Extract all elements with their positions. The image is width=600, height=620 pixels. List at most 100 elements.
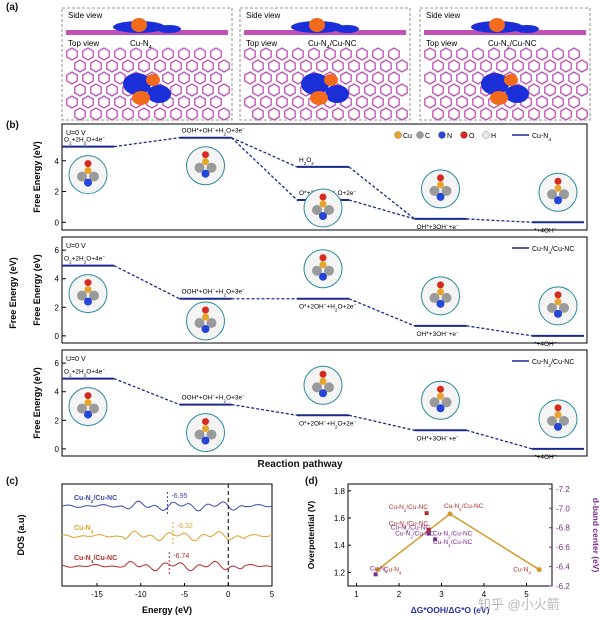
atom-c [547, 415, 557, 426]
lattice-hexagon [268, 59, 280, 73]
lattice-hexagon [380, 107, 392, 121]
lattice-hexagon [170, 59, 182, 73]
xtick-label: -15 [91, 590, 103, 599]
pathway-connector [348, 199, 415, 220]
lattice-hexagon [66, 95, 78, 109]
xtick-label: 0 [226, 590, 231, 599]
structure-frame [239, 7, 411, 121]
lattice-hexagon [106, 107, 118, 121]
lattice-hexagon [560, 83, 572, 97]
d-band-point-label: Cu-N4 [370, 565, 388, 574]
atom-n [436, 404, 445, 413]
pathway-connector [113, 264, 180, 300]
ytick-label: 0 [55, 445, 60, 454]
atom-cu [437, 181, 444, 189]
ytick-label: 4 [55, 388, 60, 397]
lattice-hexagon [316, 59, 328, 73]
volcano-point-label: Cu-N4 [513, 567, 531, 576]
lattice-hexagon [154, 107, 166, 121]
volcano-point [447, 511, 453, 517]
lattice-hexagon [210, 71, 222, 85]
atom-c [312, 382, 322, 393]
lattice-hexagon [98, 71, 110, 85]
atom-cu [319, 377, 327, 385]
xtick-label: -5 [181, 590, 189, 599]
lattice-hexagon [528, 59, 540, 73]
lattice-hexagon [252, 59, 264, 73]
atom-c [89, 290, 99, 301]
atom-n [554, 422, 562, 431]
lattice-hexagon [66, 71, 78, 85]
state-label: OH*+3OH−+e− [417, 222, 460, 231]
top-charge-lobe [505, 85, 529, 103]
d-band-center-value: -6.95 [171, 493, 187, 500]
volcano-point [536, 567, 542, 573]
atom-c [429, 292, 440, 303]
atom-o [554, 404, 562, 412]
d-band-point [424, 511, 429, 516]
pathway-connector [231, 403, 298, 416]
ylabel: Free Energy (eV) [8, 257, 18, 329]
pathway-connector [113, 377, 180, 406]
structure-frame [419, 7, 591, 121]
d-band-point-label: Cu-N4/Cu-NC [391, 525, 431, 534]
lattice-hexagon [560, 107, 572, 121]
side-charge-lobe [335, 25, 359, 33]
lattice-hexagon [448, 83, 460, 97]
lattice-hexagon [552, 47, 564, 61]
volcano-ylabel-left: Overpotential (V) [306, 501, 316, 570]
lattice-hexagon [284, 59, 296, 73]
atom-n [201, 436, 210, 445]
state-label: OOH*+OH−+H2O+3e− [182, 126, 246, 136]
lattice-hexagon [162, 47, 174, 61]
lattice-hexagon [162, 71, 174, 85]
d-band-point [373, 572, 378, 577]
adsorbate-structure [538, 399, 578, 439]
volcano-xlabel: ΔG*OOH/ΔG*O (eV) [411, 605, 490, 615]
atom-o [202, 418, 209, 426]
adsorbate-structure [68, 274, 108, 314]
top-charge-lobe [310, 91, 328, 105]
lattice-hexagon [480, 59, 492, 73]
lattice-hexagon [544, 59, 556, 73]
lattice-hexagon [154, 59, 166, 73]
ytick-right-label: -6.2 [556, 582, 570, 591]
volcano-point-label: Cu-N2/Cu-NC [444, 503, 484, 512]
atom-cu [319, 261, 327, 269]
adsorbate-structure [186, 146, 225, 186]
atom-c [89, 171, 99, 182]
lattice-hexagon [260, 71, 272, 85]
side-view-label: Side view [246, 11, 280, 20]
d-band-point-label: Cu-N4/Cu-NC [389, 521, 429, 530]
lattice-hexagon [456, 71, 468, 85]
lattice-hexagon [106, 83, 118, 97]
dos-ylabel: DOS (a.u) [16, 514, 26, 555]
lattice-hexagon [364, 83, 376, 97]
lattice-hexagon [348, 83, 360, 97]
lattice-hexagon [332, 107, 344, 121]
adsorbate-structure [303, 188, 343, 228]
lattice-hexagon [432, 83, 444, 97]
subplot-ylabel: Free Energy (eV) [32, 141, 42, 213]
lattice-hexagon [268, 107, 280, 121]
top-charge-lobe [324, 74, 338, 86]
top-charge-lobe [146, 74, 160, 86]
lattice-hexagon [66, 47, 78, 61]
xtick-label: 3 [439, 590, 444, 599]
condition-label: U=0 V [66, 130, 86, 137]
subplot-ylabel: Free Energy (eV) [32, 367, 42, 439]
lattice-hexagon [300, 107, 312, 121]
lattice-hexagon [504, 47, 516, 61]
atom-c [441, 397, 452, 408]
ytick-left-label: 1.8 [334, 487, 346, 496]
lattice-hexagon [74, 83, 86, 97]
lattice-hexagon [388, 95, 400, 109]
atom-cu [202, 313, 209, 321]
state-label: O2+2H2O+4e− [64, 135, 105, 145]
atom-c [547, 302, 557, 313]
subplot-frame [61, 349, 588, 457]
d-band-point-label: Cu-N2/Cu-NC [395, 530, 435, 539]
lattice-hexagon [520, 71, 532, 85]
volcano-ylabel-right: d-band center (eV) [591, 498, 600, 573]
panel-c-dos-chart: DOS (a.u) Energy (eV) -15 -10 -5 0 5 Cu-N2/Cu-N… [16, 483, 275, 615]
